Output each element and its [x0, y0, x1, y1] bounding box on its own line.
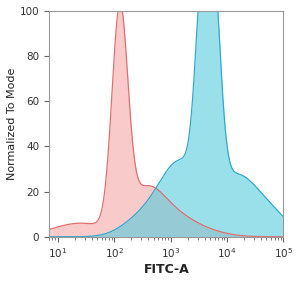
Y-axis label: Normalized To Mode: Normalized To Mode: [7, 68, 17, 180]
X-axis label: FITC-A: FITC-A: [143, 263, 189, 276]
